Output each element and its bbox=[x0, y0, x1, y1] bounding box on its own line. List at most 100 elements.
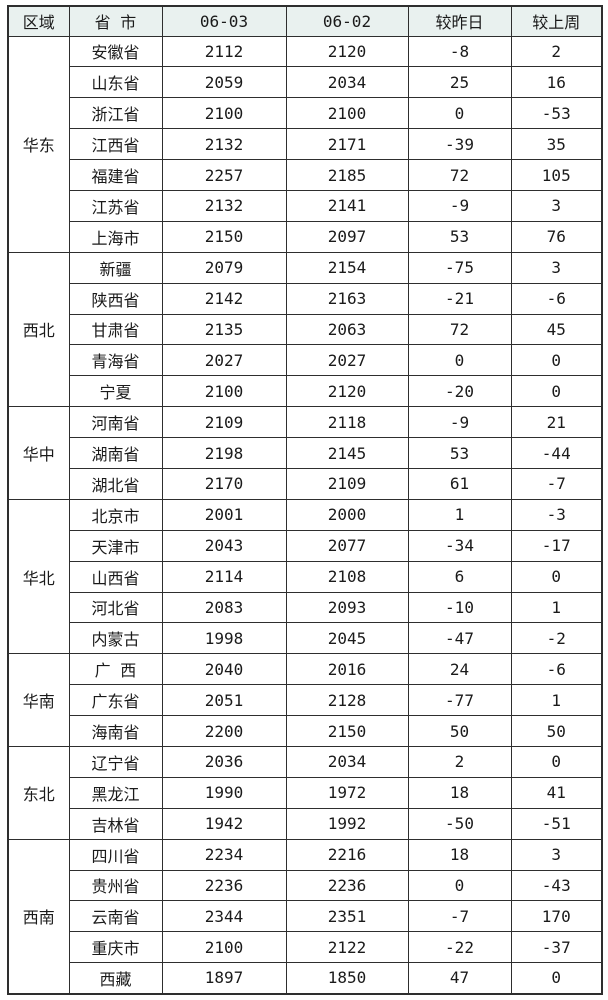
table-header-row: 区域 省 市 06-03 06-02 较昨日 较上周 bbox=[7, 5, 603, 37]
change-vs-lastweek-cell: -37 bbox=[510, 931, 603, 964]
price-0603-cell: 2079 bbox=[161, 251, 287, 284]
price-0602-cell: 2097 bbox=[285, 220, 409, 253]
price-0602-cell: 2093 bbox=[285, 591, 409, 624]
province-cell: 安徽省 bbox=[68, 35, 163, 68]
change-vs-yesterday-cell: -50 bbox=[407, 807, 512, 840]
province-cell: 天津市 bbox=[68, 529, 163, 562]
price-0603-cell: 2234 bbox=[161, 838, 287, 871]
price-0603-cell: 2100 bbox=[161, 375, 287, 408]
price-0602-cell: 2034 bbox=[285, 66, 409, 99]
province-cell: 湖北省 bbox=[68, 467, 163, 500]
change-vs-lastweek-cell: 76 bbox=[510, 220, 603, 253]
table-row: 河北省 2083 2093 -10 1 bbox=[8, 591, 603, 624]
change-vs-yesterday-cell: 6 bbox=[407, 560, 512, 593]
change-vs-lastweek-cell: -3 bbox=[510, 498, 603, 531]
change-vs-lastweek-cell: 3 bbox=[510, 251, 603, 284]
price-0602-cell: 2109 bbox=[285, 467, 409, 500]
region-cell: 东北 bbox=[7, 745, 70, 840]
change-vs-yesterday-cell: 72 bbox=[407, 159, 512, 191]
change-vs-yesterday-cell: -75 bbox=[407, 251, 512, 284]
change-vs-yesterday-cell: 18 bbox=[407, 776, 512, 809]
change-vs-yesterday-cell: 25 bbox=[407, 66, 512, 99]
price-0602-cell: 1992 bbox=[285, 807, 409, 840]
price-0603-cell: 2059 bbox=[161, 66, 287, 99]
change-vs-lastweek-cell: 3 bbox=[510, 838, 603, 871]
change-vs-yesterday-cell: -77 bbox=[407, 684, 512, 717]
table-row: 广东省 2051 2128 -77 1 bbox=[8, 684, 603, 717]
change-vs-lastweek-cell: 41 bbox=[510, 776, 603, 809]
price-0602-cell: 2171 bbox=[285, 128, 409, 161]
change-vs-yesterday-cell: -21 bbox=[407, 282, 512, 315]
province-cell: 北京市 bbox=[68, 498, 163, 531]
price-0602-cell: 2120 bbox=[285, 35, 409, 68]
table-row: 西北 新疆 2079 2154 -75 3 bbox=[7, 251, 603, 408]
header-change-vs-lastweek: 较上周 bbox=[510, 5, 603, 37]
price-0603-cell: 1998 bbox=[161, 622, 287, 655]
change-vs-lastweek-cell: 1 bbox=[510, 591, 603, 624]
change-vs-lastweek-cell: 3 bbox=[510, 189, 603, 222]
price-0603-cell: 2083 bbox=[161, 591, 287, 624]
change-vs-lastweek-cell: 0 bbox=[510, 375, 603, 408]
table-row: 内蒙古 1998 2045 -47 -2 bbox=[8, 622, 603, 655]
province-cell: 山西省 bbox=[68, 560, 163, 593]
table-row: 青海省 2027 2027 0 0 bbox=[8, 344, 603, 377]
change-vs-yesterday-cell: 50 bbox=[407, 715, 512, 747]
province-cell: 海南省 bbox=[68, 715, 163, 747]
change-vs-lastweek-cell: -44 bbox=[510, 437, 603, 469]
change-vs-yesterday-cell: -22 bbox=[407, 931, 512, 964]
header-date-0602: 06-02 bbox=[285, 5, 409, 37]
province-cell: 上海市 bbox=[68, 220, 163, 253]
change-vs-lastweek-cell: -7 bbox=[510, 467, 603, 500]
table-row: 黑龙江 1990 1972 18 41 bbox=[8, 776, 603, 809]
table-row: 华北 北京市 2001 2000 1 -3 bbox=[7, 498, 603, 655]
price-0603-cell: 2150 bbox=[161, 220, 287, 253]
change-vs-yesterday-cell: -9 bbox=[407, 189, 512, 222]
change-vs-yesterday-cell: 47 bbox=[407, 962, 512, 995]
price-0602-cell: 2128 bbox=[285, 684, 409, 717]
change-vs-yesterday-cell: 53 bbox=[407, 220, 512, 253]
change-vs-yesterday-cell: 18 bbox=[407, 838, 512, 871]
price-0603-cell: 2112 bbox=[161, 35, 287, 68]
province-cell: 云南省 bbox=[68, 900, 163, 933]
table-row: 宁夏 2100 2120 -20 0 bbox=[8, 375, 603, 408]
province-cell: 贵州省 bbox=[68, 869, 163, 902]
price-0602-cell: 2108 bbox=[285, 560, 409, 593]
region-cell: 华南 bbox=[7, 653, 70, 747]
price-0602-cell: 2100 bbox=[285, 97, 409, 130]
province-cell: 福建省 bbox=[68, 159, 163, 191]
province-cell: 广 西 bbox=[68, 653, 163, 686]
price-0602-cell: 2000 bbox=[285, 498, 409, 531]
price-0602-cell: 2016 bbox=[285, 653, 409, 686]
change-vs-yesterday-cell: 0 bbox=[407, 869, 512, 902]
table-row: 天津市 2043 2077 -34 -17 bbox=[8, 529, 603, 562]
change-vs-lastweek-cell: -51 bbox=[510, 807, 603, 840]
change-vs-yesterday-cell: 0 bbox=[407, 344, 512, 377]
price-0603-cell: 2043 bbox=[161, 529, 287, 562]
change-vs-lastweek-cell: 50 bbox=[510, 715, 603, 747]
province-cell: 新疆 bbox=[68, 251, 163, 284]
province-cell: 四川省 bbox=[68, 838, 163, 871]
table-row: 湖北省 2170 2109 61 -7 bbox=[8, 467, 603, 500]
table-row: 甘肃省 2135 2063 72 45 bbox=[8, 313, 603, 346]
region-cell: 西南 bbox=[7, 838, 70, 995]
province-cell: 青海省 bbox=[68, 344, 163, 377]
province-cell: 河北省 bbox=[68, 591, 163, 624]
price-0603-cell: 2114 bbox=[161, 560, 287, 593]
table-row: 东北 辽宁省 2036 2034 2 0 bbox=[7, 745, 603, 840]
province-cell: 黑龙江 bbox=[68, 776, 163, 809]
price-0603-cell: 2236 bbox=[161, 869, 287, 902]
price-0603-cell: 2135 bbox=[161, 313, 287, 346]
table-row: 西藏 1897 1850 47 0 bbox=[8, 962, 603, 995]
table-row: 江苏省 2132 2141 -9 3 bbox=[8, 189, 603, 222]
change-vs-lastweek-cell: -6 bbox=[510, 653, 603, 686]
price-0603-cell: 2200 bbox=[161, 715, 287, 747]
price-0603-cell: 2040 bbox=[161, 653, 287, 686]
change-vs-yesterday-cell: 53 bbox=[407, 437, 512, 469]
table-row: 华南广 西 2040 2016 24 -6 bbox=[7, 653, 603, 747]
region-cell: 华东 bbox=[7, 35, 70, 253]
price-0602-cell: 2118 bbox=[285, 406, 409, 439]
province-cell: 甘肃省 bbox=[68, 313, 163, 346]
price-0602-cell: 2122 bbox=[285, 931, 409, 964]
price-0602-cell: 2077 bbox=[285, 529, 409, 562]
